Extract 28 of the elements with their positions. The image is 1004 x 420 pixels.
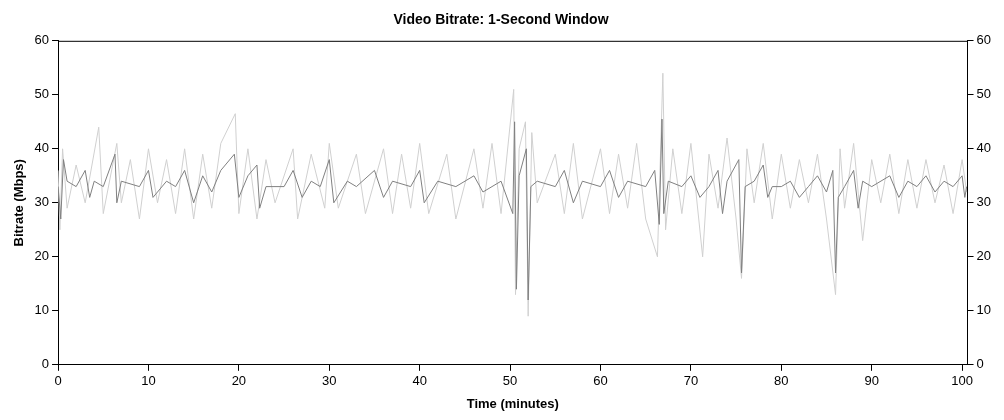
- x-tick-label: 20: [231, 373, 247, 389]
- y2-tick-label: 40: [976, 140, 992, 156]
- x-tick-label: 10: [141, 373, 156, 389]
- y-axis-title: Bitrate (Mbps): [11, 159, 27, 247]
- y2-tick-label: 0: [976, 356, 984, 372]
- x-tick-label: 90: [864, 373, 879, 389]
- x-tick-label: 100: [951, 373, 973, 389]
- y2-tick-label: 50: [976, 86, 992, 102]
- y-tick-label: 60: [34, 32, 50, 48]
- chart-title: Video Bitrate: 1-Second Window: [393, 11, 609, 28]
- x-tick-label: 50: [502, 373, 518, 389]
- y-tick-label: 40: [34, 140, 50, 156]
- x-axis-title: Time (minutes): [466, 395, 559, 411]
- y-tick-label: 10: [34, 302, 50, 318]
- y-tick-label: 50: [34, 86, 50, 102]
- y2-tick-label: 60: [976, 32, 992, 48]
- x-tick-label: 0: [54, 373, 62, 389]
- x-tick-label: 30: [322, 373, 337, 389]
- x-tick-label: 80: [774, 373, 789, 389]
- y2-tick-label: 30: [976, 194, 992, 210]
- y-tick-label: 0: [41, 356, 50, 372]
- x-tick-label: 60: [593, 373, 608, 389]
- y2-tick-label: 20: [976, 248, 992, 264]
- y2-tick-label: 10: [976, 302, 992, 318]
- x-tick-label: 70: [683, 373, 699, 389]
- x-tick-label: 40: [412, 373, 427, 389]
- y-tick-label: 20: [34, 248, 50, 264]
- y-tick-label: 30: [34, 194, 50, 210]
